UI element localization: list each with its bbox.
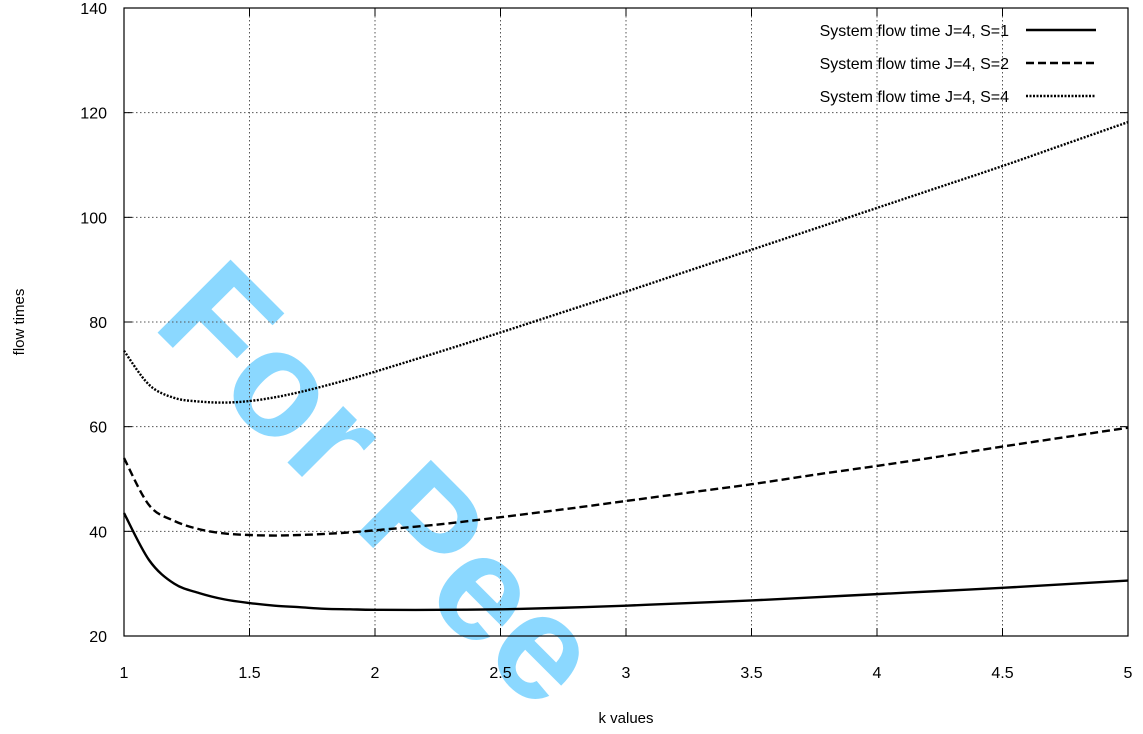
series-line-1 — [122, 512, 1129, 612]
x-tick-label: 3.5 — [740, 665, 762, 682]
x-tick-label: 5 — [1124, 665, 1133, 682]
x-tick-label: 1 — [120, 665, 129, 682]
y-tick-label: 40 — [89, 524, 107, 541]
legend-label: System flow time J=4, S=2 — [820, 56, 1010, 73]
x-tick-label: 2 — [371, 665, 380, 682]
grid — [124, 8, 1128, 636]
x-axis-title: k values — [598, 710, 653, 727]
x-tick-label: 4 — [873, 665, 882, 682]
watermark-text: For Pee — [128, 229, 636, 734]
y-tick-label: 120 — [80, 106, 107, 123]
x-tick-label: 2.5 — [489, 665, 511, 682]
y-axis-title: flow times — [11, 289, 28, 356]
y-tick-label: 20 — [89, 629, 107, 646]
y-tick-label: 100 — [80, 210, 107, 227]
plot-series — [122, 120, 1129, 612]
watermark: For Pee — [128, 229, 636, 734]
series-line-3 — [123, 120, 1129, 404]
legend-label: System flow time J=4, S=1 — [820, 23, 1010, 40]
x-tick-label: 1.5 — [238, 665, 260, 682]
y-tick-label: 140 — [80, 1, 107, 18]
legend-label: System flow time J=4, S=4 — [820, 89, 1010, 106]
x-tick-label: 4.5 — [991, 665, 1013, 682]
x-tick-label: 3 — [622, 665, 631, 682]
y-tick-label: 80 — [89, 315, 107, 332]
y-tick-label: 60 — [89, 420, 107, 437]
legend: System flow time J=4, S=1 System flow tim… — [820, 23, 1096, 106]
axis-ticks: 1 1.5 2 2.5 3 3.5 4 4.5 5 20 40 60 80 100 120 140 — [80, 1, 1132, 682]
series-line-2 — [122, 426, 1129, 537]
